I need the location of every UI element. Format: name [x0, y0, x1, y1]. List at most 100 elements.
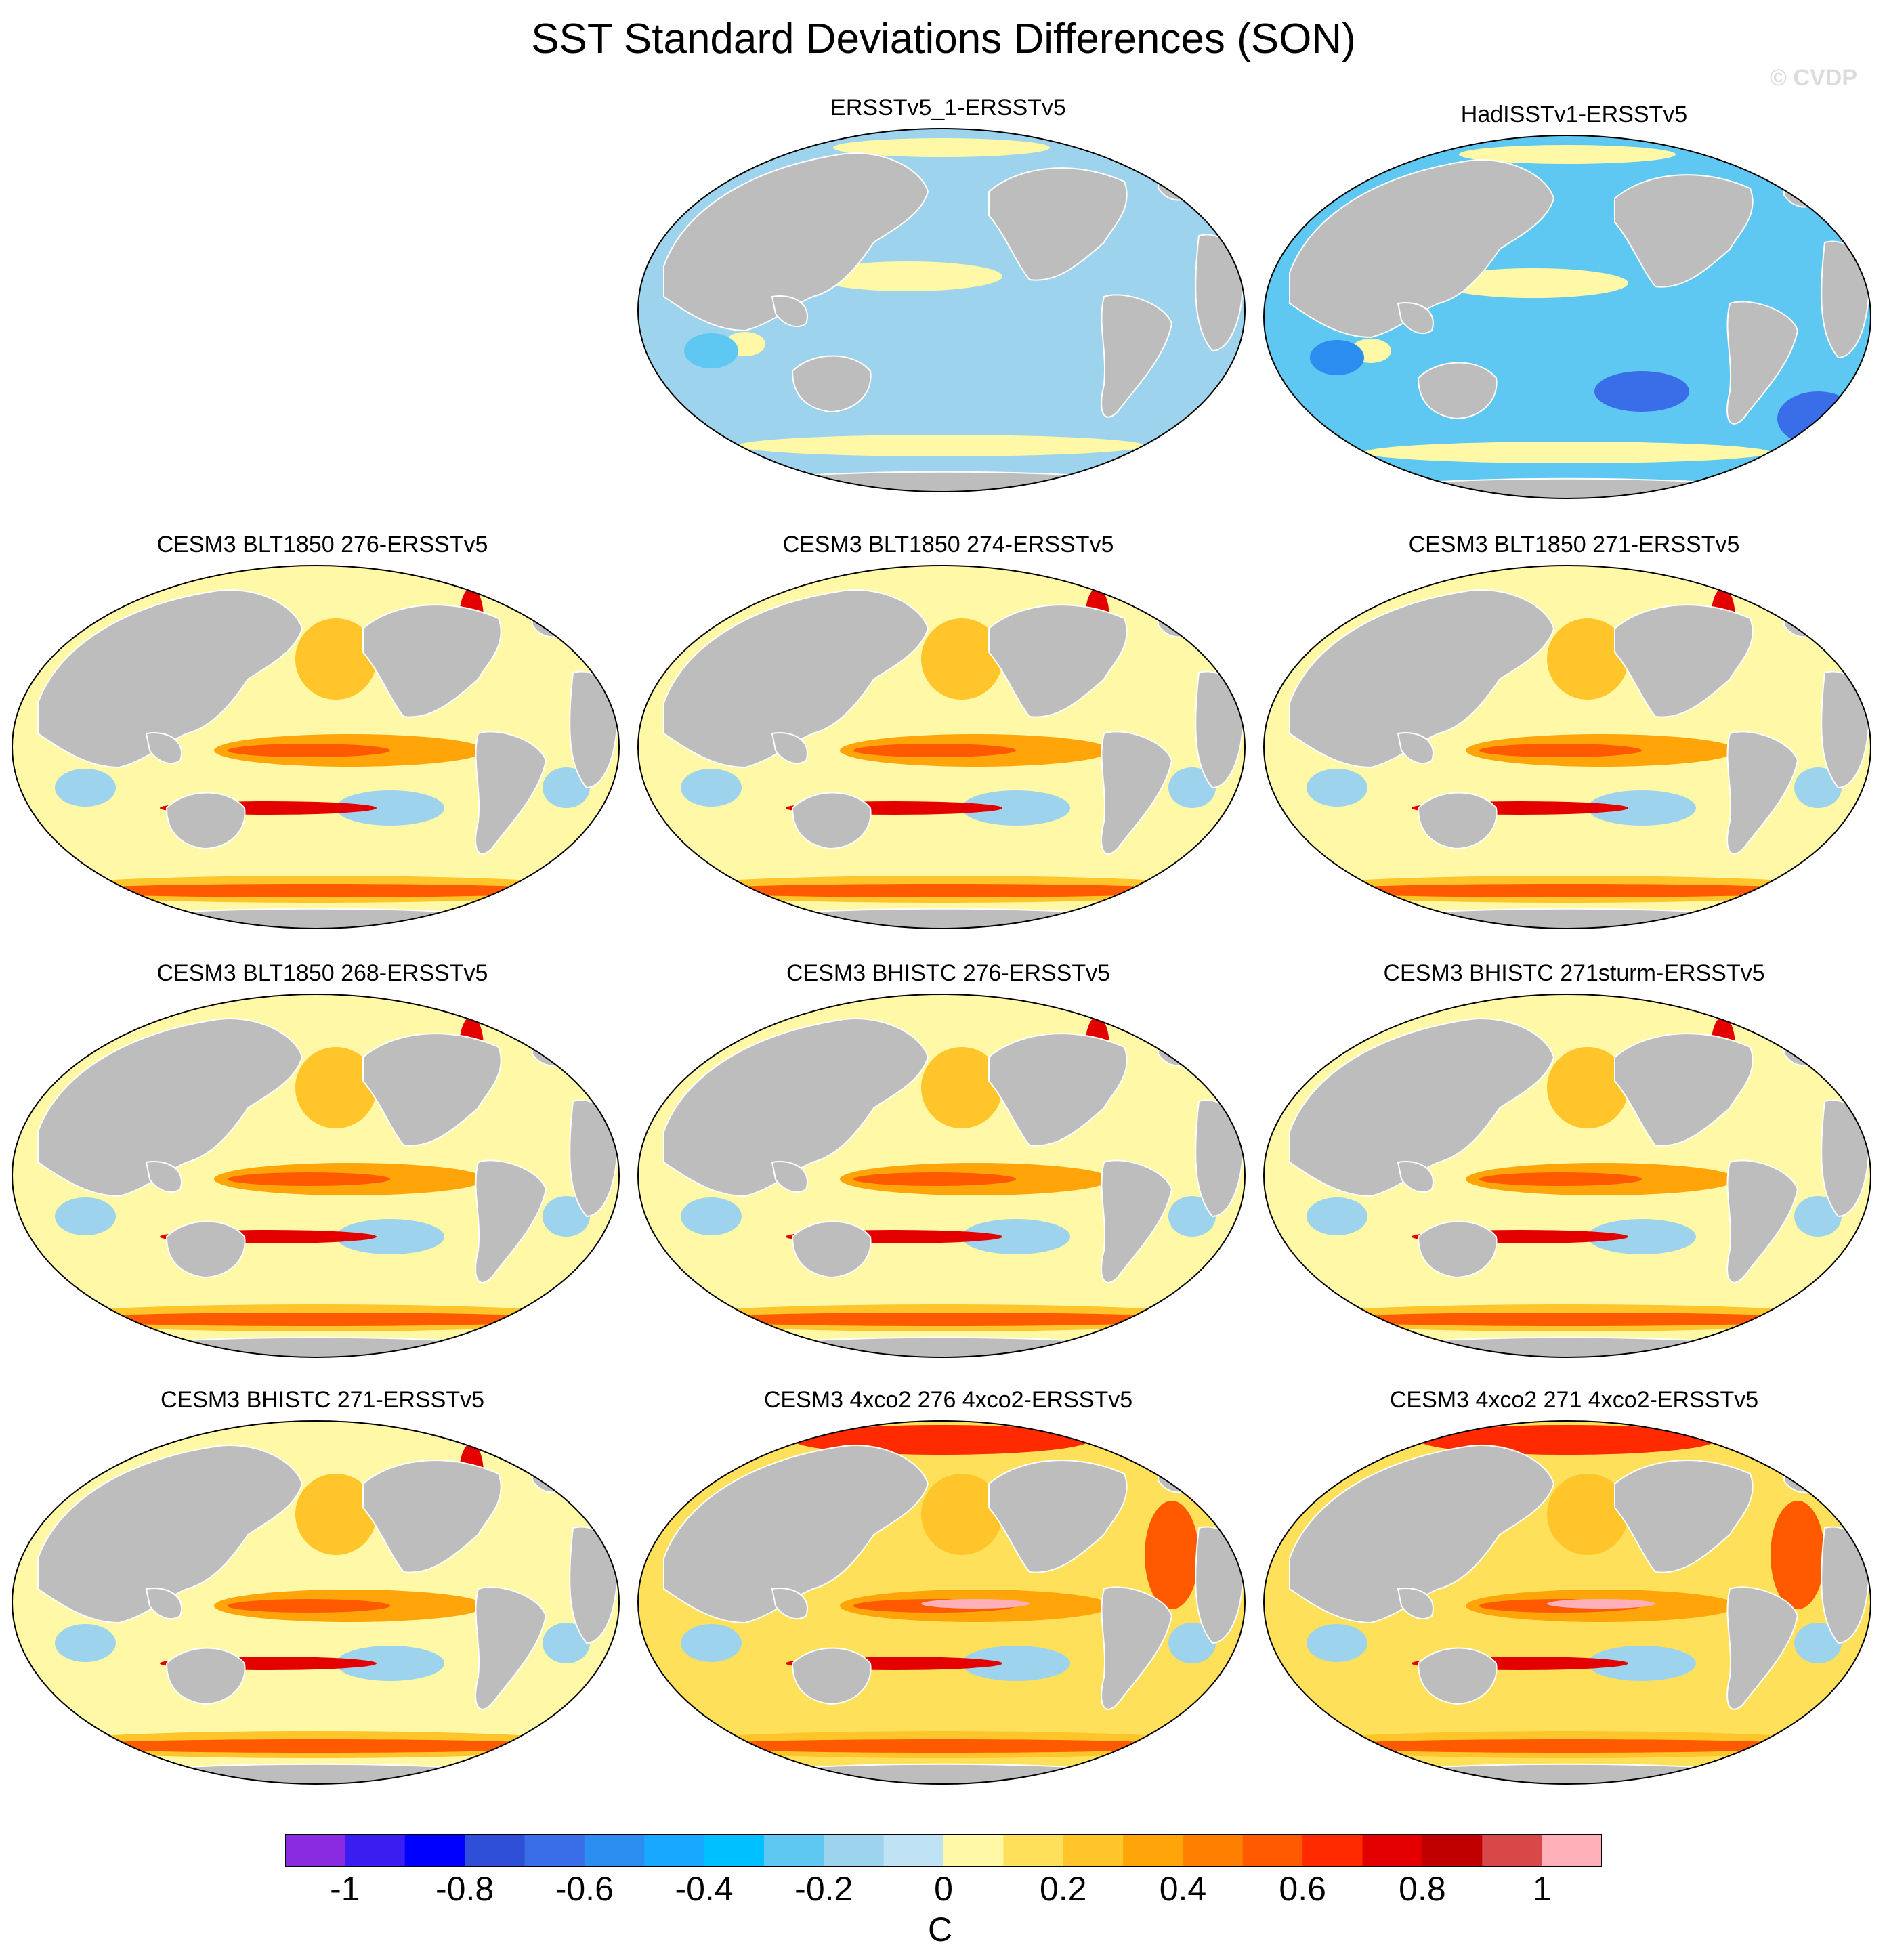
sst-anomaly-field — [295, 1473, 377, 1556]
map-outline — [1263, 565, 1871, 929]
sst-anomaly-field — [1145, 1501, 1199, 1609]
colorbar-swatch — [345, 1834, 406, 1867]
land-mass — [1614, 1460, 1754, 1573]
colorbar-swatch — [465, 1834, 525, 1867]
sst-anomaly-field — [684, 1739, 1199, 1753]
land-mass — [1375, 1336, 1760, 1357]
map-outline — [637, 1420, 1246, 1785]
colorbar-swatch — [763, 1834, 824, 1867]
sst-anomaly-field — [833, 138, 1050, 157]
colorbar-tick-label: 1 — [1532, 1870, 1552, 1908]
map-outline — [12, 565, 620, 929]
sst-anomaly-field — [921, 1473, 1002, 1556]
sst-anomaly-field — [1432, 572, 1703, 597]
panel-title: CESM3 BLT1850 276-ERSSTv5 — [156, 532, 488, 557]
sst-anomaly-field — [1547, 618, 1628, 700]
colorbar-swatch — [524, 1834, 585, 1867]
land-mass — [1417, 792, 1498, 850]
colorbar-swatch — [1123, 1834, 1183, 1867]
world-map — [637, 565, 1246, 929]
sst-anomaly-field — [681, 1197, 742, 1236]
land-mass — [749, 1763, 1134, 1784]
sst-anomaly-field — [813, 261, 1002, 291]
sst-anomaly-field — [1547, 1599, 1655, 1609]
panel-title: CESM3 4xco2 271 4xco2-ERSSTv5 — [1389, 1387, 1759, 1413]
land-mass — [663, 1018, 929, 1197]
land-mass — [749, 908, 1134, 929]
land-mass — [362, 1460, 502, 1573]
sst-anomaly-field — [336, 1219, 444, 1254]
sst-anomaly-field — [1547, 1046, 1628, 1129]
land-mass — [1289, 1018, 1555, 1197]
colorbar-swatch — [883, 1834, 944, 1867]
cvdp-watermark: © CVDP — [1770, 65, 1857, 91]
map-panel: CESM3 BLT1850 274-ERSSTv5 — [637, 532, 1260, 952]
land-mass — [771, 1588, 808, 1619]
sst-anomaly-field — [543, 1623, 590, 1663]
land-mass — [165, 1647, 246, 1705]
sst-anomaly-field — [921, 1599, 1030, 1609]
land-mass — [123, 1763, 508, 1784]
sst-anomaly-field — [1588, 1646, 1696, 1681]
land-mass — [475, 1586, 547, 1710]
land-mass — [771, 732, 808, 764]
colorbar-swatch — [1063, 1834, 1124, 1867]
colorbar-swatch — [1003, 1834, 1064, 1867]
land-mass — [1101, 294, 1173, 418]
sst-anomaly-field — [54, 1623, 116, 1663]
colorbar-swatch — [644, 1834, 705, 1867]
panel-title: CESM3 BHISTC 276-ERSSTv5 — [786, 960, 1111, 986]
world-map — [12, 994, 620, 1358]
colorbar-swatch — [285, 1834, 345, 1867]
land-mass — [362, 1033, 502, 1147]
map-panel: CESM3 BLT1850 268-ERSSTv5 — [11, 960, 634, 1380]
colorbar-outline — [285, 1834, 1602, 1867]
land-mass — [1614, 1033, 1754, 1147]
colorbar-swatch — [404, 1834, 465, 1867]
colorbar-swatch — [944, 1834, 1004, 1867]
land-mass — [1101, 731, 1173, 855]
colorbar-swatch — [704, 1834, 765, 1867]
map-outline — [1263, 1420, 1871, 1785]
land-mass — [988, 1033, 1128, 1147]
land-mass — [1614, 604, 1754, 718]
map-outline — [1263, 135, 1871, 499]
map-panel: CESM3 BLT1850 271-ERSSTv5 — [1263, 532, 1886, 952]
land-mass — [1417, 362, 1498, 420]
sst-anomaly-field — [853, 744, 1016, 757]
colorbar-swatch — [1422, 1834, 1483, 1867]
land-mass — [1289, 589, 1555, 769]
figure-title: SST Standard Deviations Differences (SON… — [531, 16, 1356, 62]
sst-anomaly-field — [853, 1172, 1016, 1186]
map-panel: CESM3 4xco2 276 4xco2-ERSSTv5 — [637, 1387, 1260, 1807]
land-mass — [1726, 1159, 1799, 1283]
sst-anomaly-field — [336, 790, 444, 826]
colorbar-swatch — [1362, 1834, 1423, 1867]
sst-anomaly-field — [336, 1646, 444, 1681]
sst-anomaly-field — [921, 618, 1002, 700]
sst-anomaly-field — [1168, 767, 1216, 808]
map-outline — [637, 565, 1246, 929]
land-mass — [1417, 1647, 1498, 1705]
land-mass — [1101, 1586, 1173, 1710]
colorbar-tick-label: 0.8 — [1399, 1870, 1446, 1908]
sst-anomaly-field — [962, 1219, 1070, 1254]
land-mass — [988, 167, 1128, 281]
land-mass — [165, 1220, 246, 1279]
sst-anomaly-field — [58, 1739, 573, 1753]
panel-title: ERSSTv5_1-ERSSTv5 — [830, 95, 1066, 121]
sst-anomaly-field — [54, 768, 116, 807]
sst-anomaly-field — [228, 744, 390, 757]
sst-anomaly-field — [180, 1428, 451, 1452]
sst-anomaly-field — [58, 884, 573, 897]
sst-anomaly-field — [1307, 1197, 1367, 1236]
land-mass — [145, 1161, 182, 1193]
sst-anomaly-field — [738, 435, 1145, 456]
land-mass — [749, 471, 1134, 492]
world-map — [1263, 565, 1871, 929]
land-mass — [771, 1161, 808, 1193]
sst-anomaly-field — [1479, 1172, 1642, 1186]
land-mass — [663, 589, 929, 769]
sst-anomaly-field — [1479, 744, 1642, 757]
sst-anomaly-field — [295, 1046, 377, 1129]
